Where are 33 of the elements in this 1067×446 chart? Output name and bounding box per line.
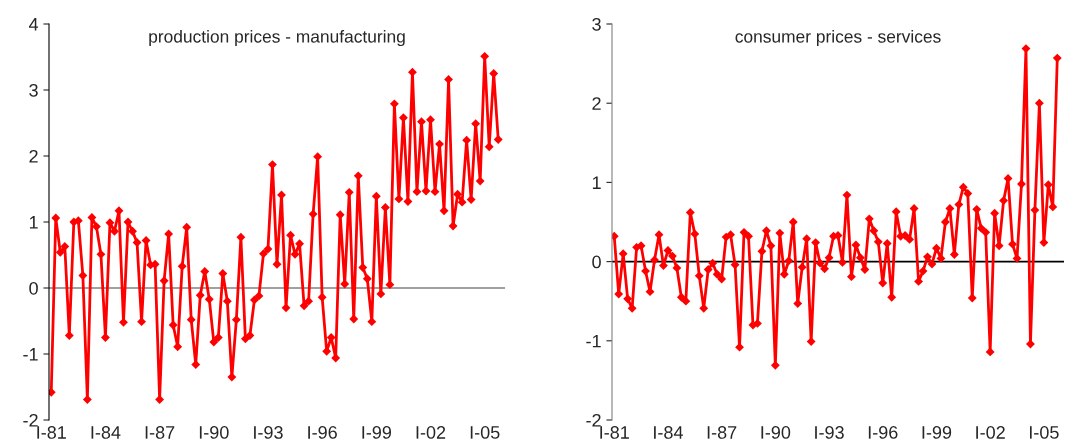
x-tick-label: I-87	[707, 426, 737, 439]
chart-title: production prices - manufacturing	[149, 29, 405, 47]
x-tick-label: I-81	[37, 426, 66, 439]
y-tick-label: 4	[28, 18, 39, 31]
y-tick-label: 0	[592, 255, 601, 269]
y-tick-label: -2	[23, 413, 38, 427]
x-tick-label: I-90	[199, 426, 229, 439]
x-tick-label: I-99	[922, 426, 952, 439]
x-tick-label: I-84	[91, 426, 121, 439]
x-tick-label: I-96	[868, 426, 898, 439]
y-tick-label: 3	[29, 83, 38, 97]
x-tick-label: I-93	[254, 426, 283, 439]
y-tick-label: -1	[23, 348, 38, 361]
x-tick-label: I-96	[308, 426, 337, 439]
x-tick-label: I-87	[145, 426, 175, 439]
y-tick-label: 2	[592, 97, 601, 110]
y-tick-label: 0	[29, 281, 38, 295]
y-tick-label: 2	[29, 149, 38, 163]
y-tick-label: -2	[586, 413, 601, 427]
y-tick-label: 1	[29, 216, 38, 229]
x-tick-label: I-84	[654, 426, 683, 439]
y-tick-label: 3	[592, 17, 601, 31]
x-tick-label: I-02	[416, 426, 446, 439]
y-tick-label: 1	[592, 176, 601, 189]
x-tick-label: I-05	[1029, 426, 1059, 439]
chart-title: consumer prices - services	[735, 29, 941, 47]
x-tick-label: I-90	[761, 426, 791, 439]
x-tick-label: I-81	[600, 426, 629, 439]
x-tick-label: I-93	[815, 426, 844, 439]
x-tick-label: I-99	[362, 426, 392, 439]
x-tick-label: I-02	[976, 426, 1005, 439]
x-tick-label: I-05	[470, 426, 500, 439]
y-tick-label: -1	[586, 334, 601, 348]
